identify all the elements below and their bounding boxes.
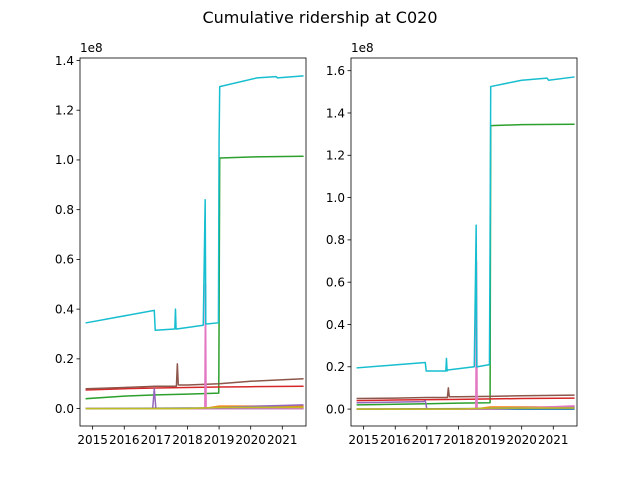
y-tick-label: 0.6: [326, 275, 345, 289]
y-tick-label: 0.6: [55, 253, 74, 267]
series-line-9: [356, 407, 575, 410]
x-tick-label: 2021: [267, 433, 298, 447]
series-line-4: [85, 385, 304, 391]
series-line-3: [356, 123, 575, 406]
y-tick-label: 1.0: [326, 191, 345, 205]
y-tick-label: 0.8: [326, 233, 345, 247]
y-offset-label: 1e8: [80, 41, 103, 55]
series-line-6: [85, 363, 304, 390]
series-line-10: [356, 76, 575, 372]
right-axes: 2015 2016 2017 2018 2019 2020 2021 0.0 0.2 0.4 0.6…: [326, 41, 578, 447]
y-tick-label: 0.2: [55, 352, 74, 366]
x-tick-label: 2019: [204, 433, 235, 447]
series-line-4: [356, 397, 575, 402]
y-tick-label: 1.4: [326, 106, 345, 120]
x-tick-label: 2017: [141, 433, 172, 447]
x-tick-label: 2015: [348, 433, 379, 447]
y-tick-label: 0.8: [55, 203, 74, 217]
x-tick-label: 2021: [538, 433, 569, 447]
y-offset-label: 1e8: [351, 41, 374, 55]
axes-frame: [350, 57, 578, 427]
y-tick-label: 0.4: [326, 318, 345, 332]
y-tick-label: 1.2: [326, 149, 345, 163]
y-tick-label: 0.2: [326, 360, 345, 374]
x-tick-label: 2016: [380, 433, 411, 447]
x-tick-label: 2017: [412, 433, 443, 447]
x-tick-label: 2018: [172, 433, 203, 447]
y-tick-label: 0.0: [326, 402, 345, 416]
x-tick-label: 2020: [235, 433, 266, 447]
series-line-10: [85, 75, 304, 332]
x-tick-label: 2019: [475, 433, 506, 447]
x-tick-label: 2020: [506, 433, 537, 447]
y-tick-label: 1.6: [326, 64, 345, 78]
y-tick-label: 0.4: [55, 302, 74, 316]
x-tick-label: 2016: [109, 433, 140, 447]
axes-frame: [79, 57, 307, 427]
y-tick-label: 1.0: [55, 153, 74, 167]
x-tick-label: 2018: [443, 433, 474, 447]
series-line-9: [85, 406, 304, 410]
x-tick-label: 2015: [77, 433, 108, 447]
plot-area: [85, 75, 304, 410]
series-line-3: [85, 155, 304, 400]
y-tick-label: 1.4: [55, 54, 74, 68]
plot-area: [356, 76, 575, 410]
left-axes: 2015 2016 2017 2018 2019 2020 2021 0.0 0.2 0.4 0.6…: [55, 41, 307, 447]
y-tick-label: 0.0: [55, 402, 74, 416]
figure-title: Cumulative ridership at C020: [202, 8, 437, 27]
y-tick-label: 1.2: [55, 104, 74, 118]
series-line-6: [356, 387, 575, 400]
